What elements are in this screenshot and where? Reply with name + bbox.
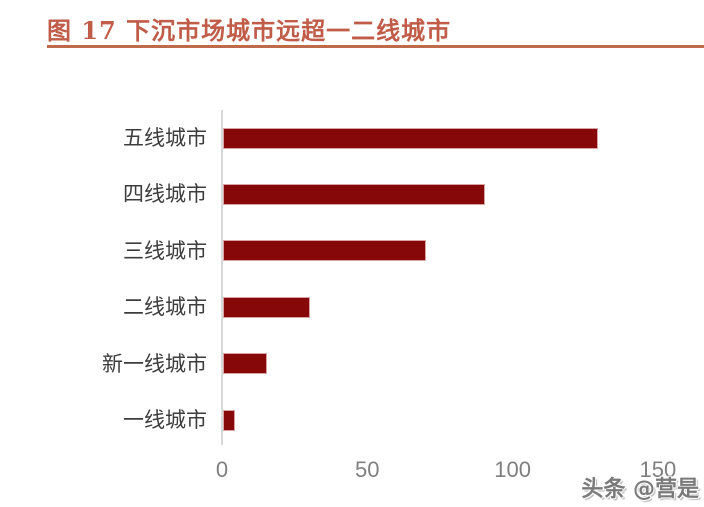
category-label: 新一线城市 [102,351,207,376]
bar-新一线城市 [223,353,267,375]
category-label: 五线城市 [123,126,207,150]
x-axis-tick-label: 150 [639,457,677,482]
x-axis-tick-label: 100 [494,457,531,482]
bar-五线城市 [223,127,598,149]
category-label: 三线城市 [123,238,207,263]
figure-title: 图 17 下沉市场城市远超一二线城市 [47,16,452,45]
x-axis-tick-label: 0 [215,457,229,482]
bar-四线城市 [223,183,485,205]
bar-三线城市 [223,240,426,262]
x-axis-tick-label: 50 [355,457,380,482]
category-label: 一线城市 [123,408,207,432]
bar-一线城市 [223,409,235,431]
bar-二线城市 [223,296,310,318]
title-underline [47,45,704,48]
watermark: 头条 @营是 [581,477,699,502]
category-axis-line [221,110,223,445]
category-label: 二线城市 [123,295,207,320]
category-label: 四线城市 [123,182,207,207]
